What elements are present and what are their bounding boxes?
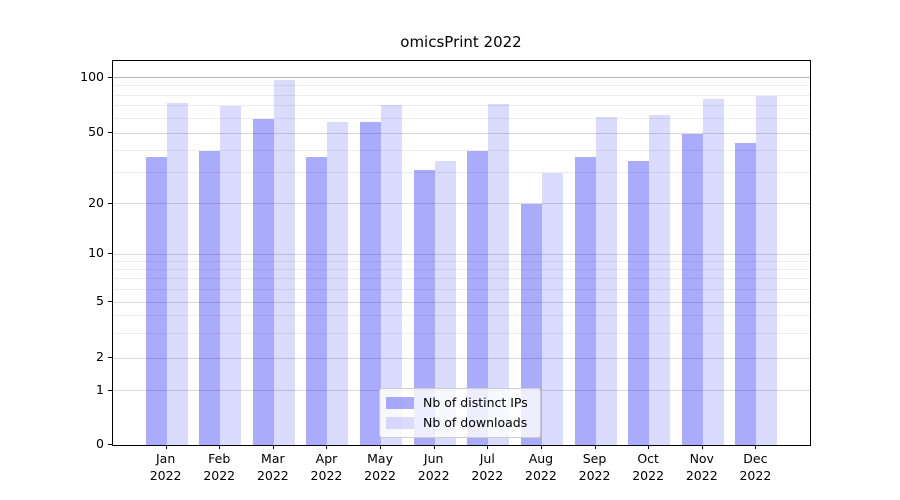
y-tick-mark — [108, 444, 112, 445]
x-tick-mark — [487, 445, 489, 449]
x-tick-mark — [380, 445, 382, 449]
x-tick-label-jan: Jan 2022 — [149, 451, 182, 483]
bar-downloads-dec — [756, 95, 778, 445]
gridline-20 — [113, 202, 810, 204]
gridline-2 — [113, 357, 810, 359]
y-tick-label-0: 0 — [96, 436, 104, 451]
bar-distinct-ips-jul — [467, 150, 489, 445]
y-tick-mark — [108, 357, 112, 359]
gridline-40 — [113, 149, 810, 151]
bar-distinct-ips-oct — [628, 160, 650, 445]
chart-title: omicsPrint 2022 — [400, 33, 522, 51]
x-tick-mark — [272, 445, 274, 449]
gridline-6 — [113, 288, 810, 290]
legend: Nb of distinct IPs Nb of downloads — [379, 388, 541, 438]
bar-downloads-oct — [649, 114, 671, 445]
gridline-9 — [113, 260, 810, 262]
x-tick-label-nov: Nov 2022 — [685, 451, 718, 483]
bar-downloads-jul — [488, 104, 510, 445]
x-tick-mark — [755, 445, 757, 449]
gridline-10 — [113, 253, 810, 255]
gridline-100 — [113, 76, 810, 78]
x-tick-label-apr: Apr 2022 — [310, 451, 343, 483]
bar-downloads-feb — [220, 106, 242, 445]
x-tick-label-jun: Jun 2022 — [417, 451, 450, 483]
y-tick-label-5: 5 — [96, 293, 104, 309]
legend-swatch-distinct-ips-icon — [386, 397, 414, 409]
x-tick-mark — [326, 445, 328, 449]
x-tick-label-dec: Dec 2022 — [739, 451, 772, 483]
gridline-60 — [113, 117, 810, 119]
bar-downloads-may — [381, 105, 403, 445]
y-tick-label-50: 50 — [88, 124, 104, 140]
y-tick-mark — [108, 76, 112, 78]
bar-distinct-ips-dec — [735, 143, 757, 445]
x-tick-label-jul: Jul 2022 — [471, 451, 504, 483]
legend-item-distinct-ips: Nb of distinct IPs — [386, 395, 528, 411]
bar-downloads-jan — [166, 102, 188, 445]
x-tick-label-mar: Mar 2022 — [256, 451, 289, 483]
y-tick-mark — [108, 390, 112, 392]
gridline-5 — [113, 301, 810, 303]
y-tick-label-2: 2 — [96, 349, 104, 365]
x-tick-mark — [594, 445, 596, 449]
gridline-3 — [113, 332, 810, 334]
y-tick-label-10: 10 — [88, 245, 104, 261]
bar-distinct-ips-sep — [574, 156, 596, 445]
bar-downloads-mar — [273, 79, 295, 445]
y-tick-mark — [108, 202, 112, 204]
x-tick-label-sep: Sep 2022 — [578, 451, 611, 483]
x-tick-label-may: May 2022 — [364, 451, 396, 483]
x-tick-mark — [701, 445, 703, 449]
x-tick-mark — [648, 445, 650, 449]
gridline-8 — [113, 268, 810, 270]
bar-distinct-ips-mar — [252, 118, 274, 445]
x-tick-label-feb: Feb 2022 — [203, 451, 236, 483]
x-tick-label-oct: Oct 2022 — [632, 451, 665, 483]
bar-downloads-sep — [595, 117, 617, 445]
bar-distinct-ips-may — [360, 121, 382, 445]
gridline-70 — [113, 105, 810, 107]
x-tick-mark — [540, 445, 542, 449]
gridline-30 — [113, 171, 810, 173]
y-tick-mark — [108, 132, 112, 134]
gridline-7 — [113, 278, 810, 280]
gridline-90 — [113, 85, 810, 87]
legend-label-distinct-ips: Nb of distinct IPs — [423, 395, 528, 410]
legend-label-downloads: Nb of downloads — [423, 415, 528, 430]
y-tick-label-20: 20 — [88, 194, 104, 210]
bar-distinct-ips-jan — [145, 156, 167, 445]
legend-item-downloads: Nb of downloads — [386, 415, 528, 431]
legend-swatch-downloads-icon — [386, 417, 414, 429]
bar-distinct-ips-feb — [199, 150, 221, 445]
x-tick-mark — [165, 445, 167, 449]
x-tick-label-aug: Aug 2022 — [525, 451, 557, 483]
bar-distinct-ips-aug — [520, 203, 542, 445]
y-tick-mark — [108, 301, 112, 303]
x-tick-mark — [433, 445, 435, 449]
y-tick-label-100: 100 — [80, 68, 104, 84]
gridline-50 — [113, 132, 810, 134]
y-tick-label-1: 1 — [96, 382, 104, 398]
bar-downloads-nov — [702, 98, 724, 445]
bar-downloads-aug — [541, 172, 563, 445]
bar-distinct-ips-apr — [306, 156, 328, 445]
gridline-80 — [113, 94, 810, 96]
bar-downloads-apr — [327, 121, 349, 445]
bar-downloads-jun — [434, 160, 456, 445]
x-tick-mark — [219, 445, 221, 449]
bar-distinct-ips-nov — [681, 133, 703, 445]
bar-distinct-ips-jun — [413, 170, 435, 445]
gridline-4 — [113, 315, 810, 317]
y-tick-mark — [108, 253, 112, 255]
plot-area — [112, 60, 811, 446]
